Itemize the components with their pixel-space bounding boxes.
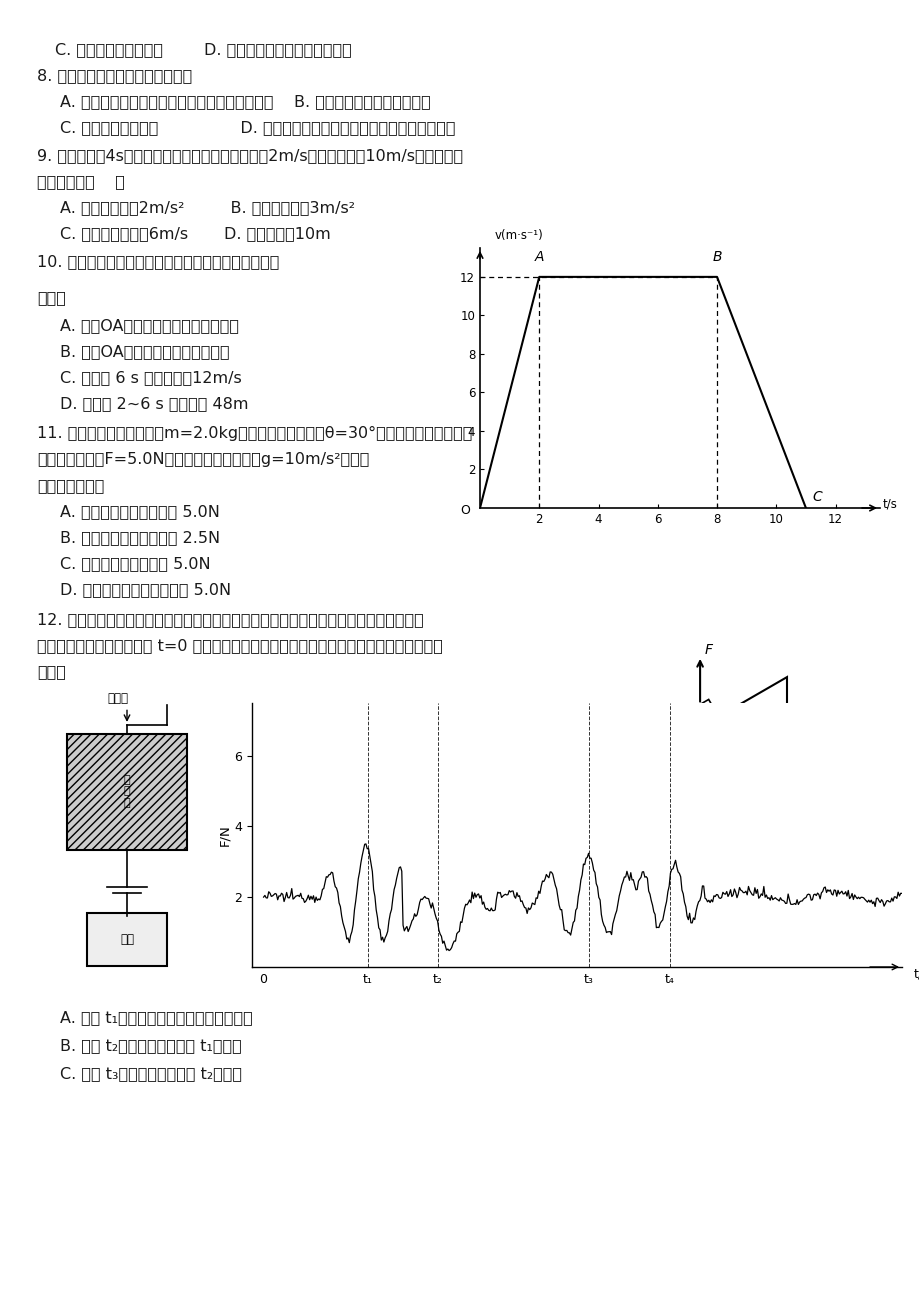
Text: 10. 一个质点沿直线运动，其速度图象如图所示，由图: 10. 一个质点沿直线运动，其速度图象如图所示，由图 [37,254,279,270]
Text: t₃: t₃ [583,973,593,986]
Text: B: B [711,250,721,264]
Text: D. 质点在 2~6 s 的位移为 48m: D. 质点在 2~6 s 的位移为 48m [60,396,248,411]
Text: A. 加速度大小为2m/s²         B. 加速度大小为3m/s²: A. 加速度大小为2m/s² B. 加速度大小为3m/s² [60,201,355,215]
Text: C: C [812,491,822,504]
Text: 8. 下列关于惯性的说法，正确的是: 8. 下列关于惯性的说法，正确的是 [37,68,192,83]
Bar [67,733,187,849]
Text: m: m [695,707,707,720]
Text: t/s: t/s [882,497,897,510]
Text: D. 物体对斜面的作用力减小 5.0N: D. 物体对斜面的作用力减小 5.0N [60,582,231,598]
Text: 30°: 30° [743,749,763,762]
Text: 传
感
器: 传 感 器 [123,775,130,809]
Text: O: O [460,504,470,517]
Text: A. 线段OA表示质点做匀加速直线运动: A. 线段OA表示质点做匀加速直线运动 [60,318,239,333]
Text: C. 有的物体没有惯性                D. 两个物体质量相等，那么它们的惯性大小相等: C. 有的物体没有惯性 D. 两个物体质量相等，那么它们的惯性大小相等 [60,120,455,135]
Text: 述结论正确的是: 述结论正确的是 [37,478,104,493]
Text: 可能汽车的（    ）: 可能汽车的（ ） [37,174,125,189]
Text: A. 图中 t₁时刻所示的状态一定是超重状态: A. 图中 t₁时刻所示的状态一定是超重状态 [60,1010,253,1025]
Text: 用竖直向上的力F=5.0N提物体，物体仍静止（g=10m/s²），下: 用竖直向上的力F=5.0N提物体，物体仍静止（g=10m/s²），下 [37,452,369,467]
Text: C. 质点在 6 s 末的速度为12m/s: C. 质点在 6 s 末的速度为12m/s [60,370,242,385]
Text: C. 图中 t₃时刻的速度可能比 t₂时刻大: C. 图中 t₃时刻的速度可能比 t₂时刻大 [60,1066,242,1081]
Text: A. 只有静止或做匀速直线运动的物体才具有惯性    B. 做变速运动的物体没有惯性: A. 只有静止或做匀速直线运动的物体才具有惯性 B. 做变速运动的物体没有惯性 [60,94,430,109]
Text: B. 图中 t₂时刻加速度可能比 t₁时刻大: B. 图中 t₂时刻加速度可能比 t₁时刻大 [60,1038,242,1053]
Text: B. 线段OA表示质点做匀速直线运动: B. 线段OA表示质点做匀速直线运动 [60,344,230,359]
Text: A: A [534,250,543,264]
Y-axis label: F/N: F/N [219,824,232,846]
Text: t₂: t₂ [432,973,442,986]
Text: 象可知: 象可知 [37,290,66,305]
Text: 11. 如图所示，一个质量为m=2.0kg的物体，放在倒角为θ=30°的斜面上静止不动，若: 11. 如图所示，一个质量为m=2.0kg的物体，放在倒角为θ=30°的斜面上静… [37,426,471,441]
Text: v(m·s⁻¹): v(m·s⁻¹) [494,229,543,242]
Text: 确的是: 确的是 [37,664,66,680]
Text: B. 物体受到的摩擦力减小 2.5N: B. 物体受到的摩擦力减小 2.5N [60,530,220,546]
Text: 重物: 重物 [119,934,134,945]
Text: C. 平均速度大小为6m/s       D. 位移大小为10m: C. 平均速度大小为6m/s D. 位移大小为10m [60,227,331,241]
Bar [87,913,167,966]
Text: 9. 一辆汽车在4s内做匀变速直线运动，初速大小为2m/s，末速大小为10m/s，这段时间: 9. 一辆汽车在4s内做匀变速直线运动，初速大小为2m/s，末速大小为10m/s… [37,148,462,163]
Text: t/s: t/s [913,967,919,980]
Text: F: F [704,643,711,656]
Text: 12. 图示是传感器连接专用软件采集的图象，装置如左图所示，电脑显示的拉力随时间变: 12. 图示是传感器连接专用软件采集的图象，装置如左图所示，电脑显示的拉力随时间… [37,612,424,628]
Text: 0: 0 [259,973,267,986]
Text: 接电脑: 接电脑 [107,691,128,704]
Text: t₄: t₄ [664,973,674,986]
Text: A. 物体受到的合外力减小 5.0N: A. 物体受到的合外力减小 5.0N [60,504,220,519]
Text: t₁: t₁ [363,973,372,986]
Text: C. 重力、弹力、下滑力        D. 重力、弹力、上冲力、下滑力: C. 重力、弹力、下滑力 D. 重力、弹力、上冲力、下滑力 [55,42,351,57]
Text: 化的图象如右图所示，已知 t=0 时刻物体处丁竖直匀速上升状态。根据图像判断下列说法正: 化的图象如右图所示，已知 t=0 时刻物体处丁竖直匀速上升状态。根据图像判断下列… [37,638,442,654]
Text: C. 斜面受到的压力减小 5.0N: C. 斜面受到的压力减小 5.0N [60,556,210,572]
